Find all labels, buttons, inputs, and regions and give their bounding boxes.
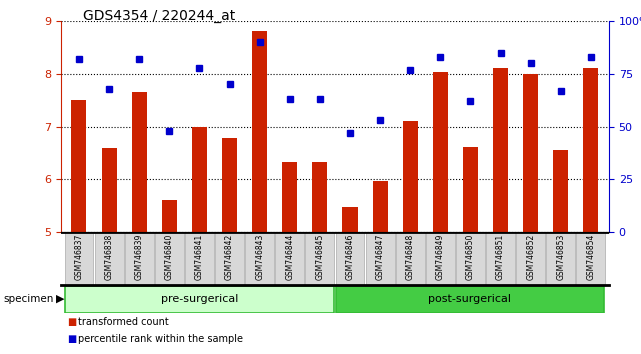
Bar [95, 232, 124, 285]
Bar [65, 232, 94, 285]
Bar [523, 74, 538, 232]
Text: ▶: ▶ [56, 294, 65, 304]
Bar [125, 232, 154, 285]
Bar [155, 232, 184, 285]
Text: GSM746845: GSM746845 [315, 234, 324, 280]
Text: GSM746853: GSM746853 [556, 234, 565, 280]
Bar [463, 147, 478, 232]
Bar [335, 286, 604, 313]
Bar [312, 162, 328, 232]
Bar [131, 92, 147, 232]
Text: ■: ■ [67, 334, 76, 344]
Text: GSM746847: GSM746847 [376, 234, 385, 280]
Bar [583, 68, 599, 232]
Text: percentile rank within the sample: percentile rank within the sample [78, 334, 243, 344]
Bar [403, 121, 418, 232]
Bar [222, 138, 237, 232]
Text: pre-surgerical: pre-surgerical [161, 294, 238, 304]
Bar [486, 232, 515, 285]
Text: GSM746849: GSM746849 [436, 234, 445, 280]
Bar [426, 232, 454, 285]
Bar [365, 232, 395, 285]
Text: GSM746843: GSM746843 [255, 234, 264, 280]
Bar [252, 31, 267, 232]
Bar [516, 232, 545, 285]
Text: GSM746841: GSM746841 [195, 234, 204, 280]
Text: specimen: specimen [3, 294, 54, 304]
Bar [275, 232, 304, 285]
Bar [246, 232, 274, 285]
Bar [553, 150, 569, 232]
Text: GSM746839: GSM746839 [135, 234, 144, 280]
Text: GSM746850: GSM746850 [466, 234, 475, 280]
Bar [433, 72, 448, 232]
Text: GDS4354 / 220244_at: GDS4354 / 220244_at [83, 9, 236, 23]
Bar [305, 232, 335, 285]
Text: GSM746844: GSM746844 [285, 234, 294, 280]
Bar [456, 232, 485, 285]
Bar [215, 232, 244, 285]
Text: transformed count: transformed count [78, 317, 169, 327]
Text: ■: ■ [67, 317, 76, 327]
Bar [71, 100, 87, 232]
Bar [282, 162, 297, 232]
Bar [335, 232, 365, 285]
Text: GSM746851: GSM746851 [496, 234, 505, 280]
Text: GSM746848: GSM746848 [406, 234, 415, 280]
Text: GSM746837: GSM746837 [74, 234, 83, 280]
Text: GSM746838: GSM746838 [104, 234, 113, 280]
Bar [546, 232, 575, 285]
Bar [192, 127, 207, 232]
Text: GSM746846: GSM746846 [345, 234, 354, 280]
Bar [576, 232, 605, 285]
Bar [101, 148, 117, 232]
Bar [342, 207, 358, 232]
Bar [395, 232, 424, 285]
Text: GSM746842: GSM746842 [225, 234, 234, 280]
Text: post-surgerical: post-surgerical [428, 294, 512, 304]
Text: GSM746852: GSM746852 [526, 234, 535, 280]
Bar [372, 181, 388, 232]
Bar [493, 68, 508, 232]
Bar [65, 286, 335, 313]
Text: GSM746840: GSM746840 [165, 234, 174, 280]
Bar [162, 200, 177, 232]
Bar [185, 232, 214, 285]
Text: GSM746854: GSM746854 [587, 234, 595, 280]
